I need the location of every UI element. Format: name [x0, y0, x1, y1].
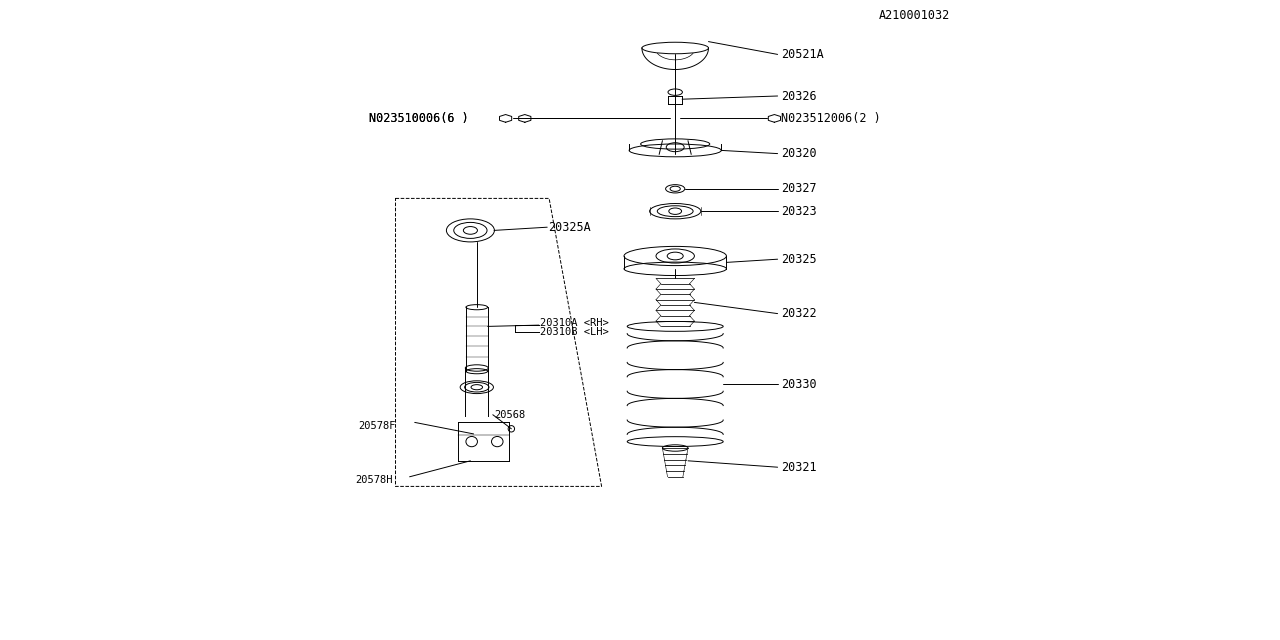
Text: N023510006(6 ): N023510006(6 ) [369, 112, 468, 125]
Text: 20568: 20568 [494, 410, 525, 420]
Text: 20323: 20323 [781, 205, 817, 218]
Text: 20322: 20322 [781, 307, 817, 320]
Text: 20321: 20321 [781, 461, 817, 474]
Text: 20325: 20325 [781, 253, 817, 266]
Text: 20320: 20320 [781, 147, 817, 160]
Text: 20521A: 20521A [781, 48, 823, 61]
Text: 20326: 20326 [781, 90, 817, 102]
Text: 20327: 20327 [781, 182, 817, 195]
Text: 20325A: 20325A [549, 221, 591, 234]
Text: 20310A <RH>: 20310A <RH> [540, 317, 609, 328]
Text: N023512006(2 ): N023512006(2 ) [781, 112, 881, 125]
Text: 20578H: 20578H [356, 475, 393, 485]
Text: 20578F: 20578F [358, 421, 396, 431]
Text: 20330: 20330 [781, 378, 817, 390]
Text: 20310B <LH>: 20310B <LH> [540, 326, 609, 337]
Text: A210001032: A210001032 [879, 10, 950, 22]
Text: N023510006(6 ): N023510006(6 ) [369, 112, 468, 125]
